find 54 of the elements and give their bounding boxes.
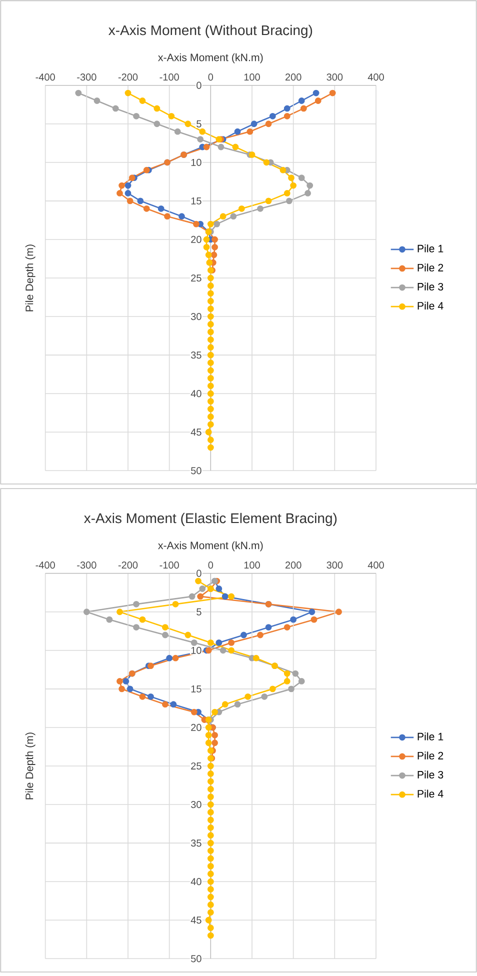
x-tick-label: 200 [285,74,302,81]
y-tick-label: 50 [191,467,202,474]
x-tick-label: -100 [160,562,179,569]
x-tick-label: -100 [160,74,179,81]
y-tick-label: 15 [191,197,202,204]
legend-label: Pile 3 [418,770,444,778]
x-tick-label: 400 [368,74,384,81]
y-tick-label: 10 [191,158,202,166]
x-tick-label: 0 [208,562,214,569]
x-tick-label: -300 [77,562,96,569]
legend-label: Pile 1 [418,244,444,252]
y-tick-label: 15 [191,685,202,692]
x-tick-label: 300 [326,74,343,81]
y-axis-title: Pile Depth (m) [25,244,36,312]
legend-label: Pile 2 [418,264,444,272]
x-tick-label: 400 [368,562,384,569]
chart-title: x-Axis Moment (Without Bracing) [108,24,312,38]
y-tick-label: 40 [190,878,202,886]
x-tick-label: -400 [36,562,55,569]
legend-label: Pile 1 [418,732,444,740]
y-axis-title: Pile Depth (m) [25,732,36,800]
x-tick-label: 100 [244,562,260,569]
legend-label: Pile 3 [418,282,444,290]
legend-label: Pile 4 [418,790,444,798]
y-tick-label: 30 [190,312,202,320]
y-tick-label: 20 [191,236,202,244]
x-tick-label: -200 [118,74,138,81]
y-tick-label: 0 [196,82,202,89]
y-tick-label: 0 [196,570,202,577]
y-tick-label: 5 [196,608,202,616]
y-tick-label: 35 [190,840,202,847]
x-tick-label: 200 [285,562,302,569]
legend-label: Pile 2 [418,752,444,760]
x-tick-label: -200 [118,562,138,569]
x-axis-title: x-Axis Moment (kN.m) [158,53,263,64]
x-tick-label: 300 [326,562,343,569]
x-tick-label: -300 [77,74,96,81]
y-tick-label: 30 [190,800,202,808]
y-tick-label: 10 [191,646,202,654]
y-tick-label: 25 [191,762,202,770]
y-tick-label: 45 [190,916,202,924]
y-tick-label: 20 [191,724,202,732]
y-tick-label: 50 [191,955,202,962]
y-tick-label: 45 [190,428,202,436]
chart-title: x-Axis Moment (Elastic Element Bracing) [84,512,337,526]
x-tick-label: 100 [244,74,260,81]
y-tick-label: 5 [196,120,202,128]
y-tick-label: 25 [191,274,202,282]
y-tick-label: 40 [190,390,202,398]
y-tick-label: 35 [190,352,202,359]
x-tick-label: -400 [36,74,55,81]
x-axis-title: x-Axis Moment (kN.m) [158,541,263,552]
x-tick-label: 0 [208,74,214,81]
legend-label: Pile 4 [418,302,444,310]
